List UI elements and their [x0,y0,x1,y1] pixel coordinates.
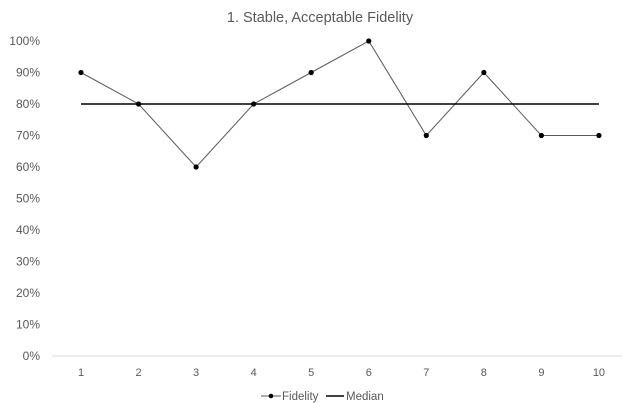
fidelity-point [193,164,199,170]
series-points [78,38,602,170]
y-tick-label: 0% [23,349,41,363]
x-axis-tick-labels: 1 2 3 4 5 6 7 8 9 10 [78,367,605,379]
y-tick-label: 40% [16,223,40,237]
fidelity-point [251,101,257,107]
series-lines [80,40,599,168]
y-axis-tick-labels: 0% 10% 20% 30% 40% 50% 60% 70% 80% 90% 100% [9,34,40,363]
y-tick-label: 10% [16,318,40,332]
fidelity-point [308,69,314,76]
x-tick-label: 1 [78,367,84,379]
x-tick-label: 7 [423,367,429,379]
x-tick-label: 2 [135,367,141,379]
y-tick-label: 30% [16,255,40,269]
fidelity-point [423,132,429,139]
fidelity-point [135,101,142,107]
legend-fidelity-label: Fidelity [282,391,319,403]
x-tick-label: 4 [251,367,257,379]
y-tick-label: 50% [16,192,40,206]
legend-fidelity-marker [268,393,274,399]
y-tick-label: 60% [16,160,40,174]
x-tick-label: 5 [308,367,314,379]
y-tick-label: 70% [16,129,40,143]
fidelity-point [538,132,545,139]
x-tick-label: 10 [593,367,605,379]
fidelity-point [78,69,84,76]
legend: Fidelity Median [261,391,384,403]
y-tick-label: 100% [9,34,40,48]
x-tick-label: 8 [481,367,487,379]
fidelity-point [481,69,487,76]
x-tick-label: 3 [193,367,199,379]
x-tick-label: 9 [538,367,544,379]
y-tick-label: 90% [16,66,40,80]
fidelity-point [366,38,372,44]
y-tick-label: 80% [16,97,40,111]
chart-title: 1. Stable, Acceptable Fidelity [227,10,414,26]
y-tick-label: 20% [16,286,40,300]
x-tick-label: 6 [366,367,372,379]
fidelity-point [596,132,602,139]
legend-median-label: Median [346,391,384,403]
